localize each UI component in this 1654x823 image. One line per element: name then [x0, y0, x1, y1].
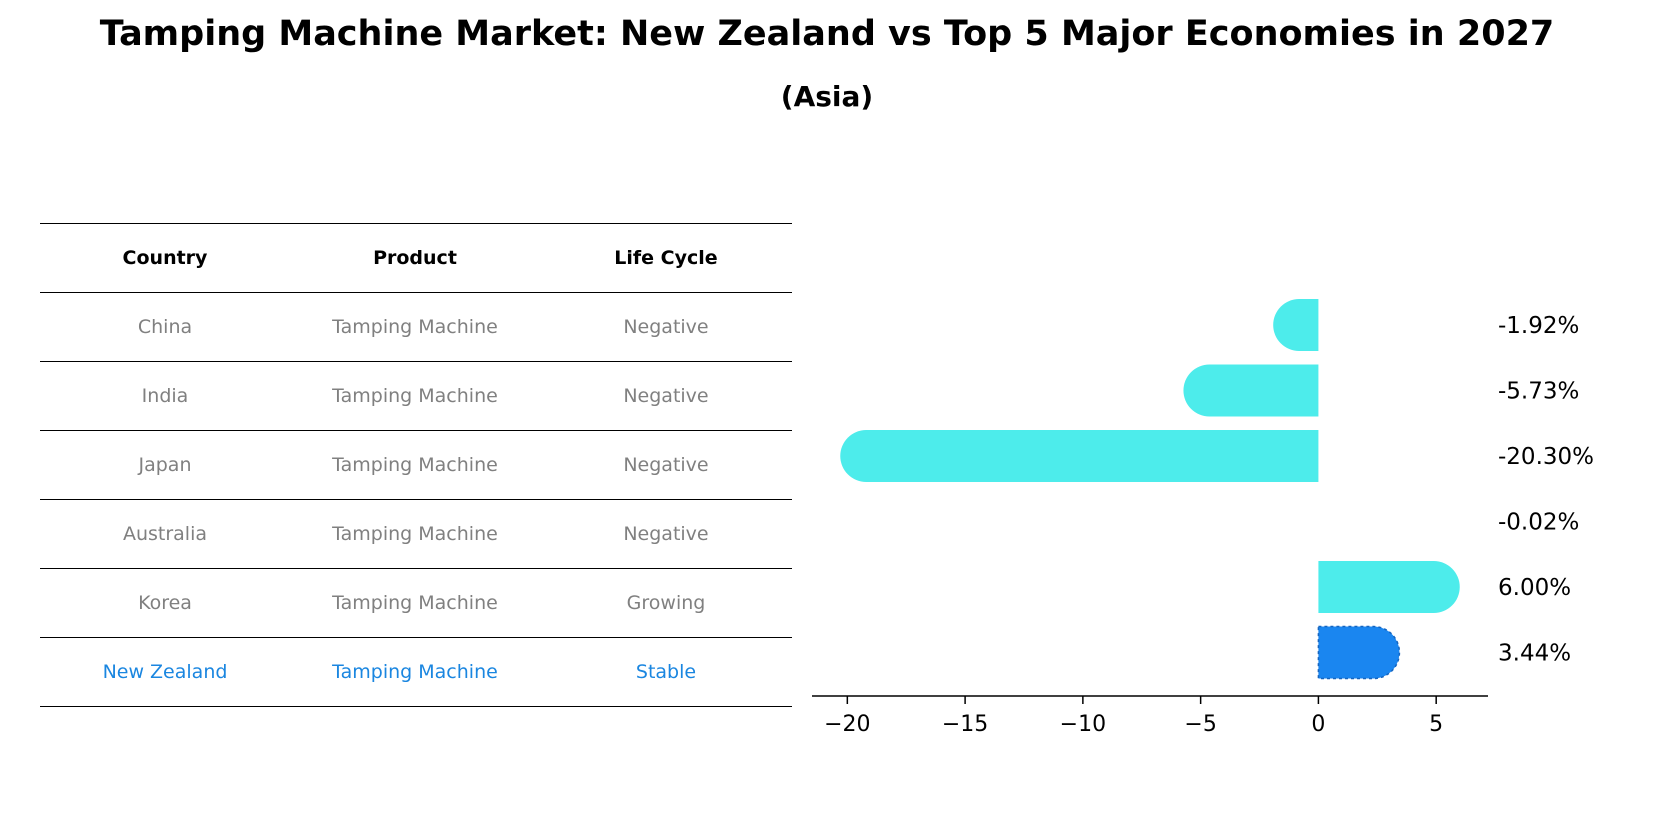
- bar-india: [1183, 364, 1319, 417]
- cell-product: Tamping Machine: [290, 568, 540, 638]
- cell-product: Tamping Machine: [290, 430, 540, 500]
- cell-country: New Zealand: [40, 637, 290, 707]
- table-row: India Tamping Machine Negative: [40, 361, 792, 431]
- data-label: -5.73%: [1498, 379, 1579, 405]
- header-life-cycle: Life Cycle: [539, 223, 792, 293]
- cell-life-cycle: Stable: [539, 637, 792, 707]
- x-tick-label: 0: [1311, 712, 1325, 737]
- cell-country: India: [40, 361, 290, 431]
- bar-china: [1273, 299, 1319, 351]
- x-tick-label: −10: [1060, 712, 1106, 737]
- cell-country: China: [40, 292, 290, 362]
- table-row: China Tamping Machine Negative: [40, 292, 792, 362]
- header-country: Country: [40, 223, 290, 293]
- cell-life-cycle: Growing: [539, 568, 792, 638]
- data-label: 3.44%: [1498, 641, 1571, 667]
- cell-life-cycle: Negative: [539, 499, 792, 569]
- cell-product: Tamping Machine: [290, 637, 540, 707]
- x-tick-label: −20: [824, 712, 870, 737]
- cell-country: Australia: [40, 499, 290, 569]
- cell-product: Tamping Machine: [290, 499, 540, 569]
- table-header-row: Country Product Life Cycle: [40, 223, 792, 293]
- cell-life-cycle: Negative: [539, 292, 792, 362]
- data-label: -1.92%: [1498, 313, 1579, 339]
- x-tick-label: −15: [942, 712, 988, 737]
- data-label: 6.00%: [1498, 575, 1571, 601]
- cell-life-cycle: Negative: [539, 361, 792, 431]
- bar-korea: [1318, 561, 1460, 613]
- x-tick-label: 5: [1429, 712, 1443, 737]
- table-row: Japan Tamping Machine Negative: [40, 430, 792, 500]
- cell-product: Tamping Machine: [290, 361, 540, 431]
- data-table: Country Product Life Cycle China Tamping…: [40, 223, 792, 707]
- cell-product: Tamping Machine: [290, 292, 540, 362]
- cell-life-cycle: Negative: [539, 430, 792, 500]
- table-row: Korea Tamping Machine Growing: [40, 568, 792, 638]
- data-label: -0.02%: [1498, 510, 1579, 536]
- header-product: Product: [290, 223, 540, 293]
- x-tick-label: −5: [1184, 712, 1216, 737]
- chart-subtitle: (Asia): [780, 80, 874, 113]
- bar-new-zealand: [1317, 625, 1401, 680]
- table-row-highlight: New Zealand Tamping Machine Stable: [40, 637, 792, 707]
- cell-country: Japan: [40, 430, 290, 500]
- data-label: -20.30%: [1498, 444, 1594, 470]
- table-row: Australia Tamping Machine Negative: [40, 499, 792, 569]
- chart-title: Tamping Machine Market: New Zealand vs T…: [99, 14, 1555, 54]
- cell-country: Korea: [40, 568, 290, 638]
- bar-japan: [840, 430, 1319, 482]
